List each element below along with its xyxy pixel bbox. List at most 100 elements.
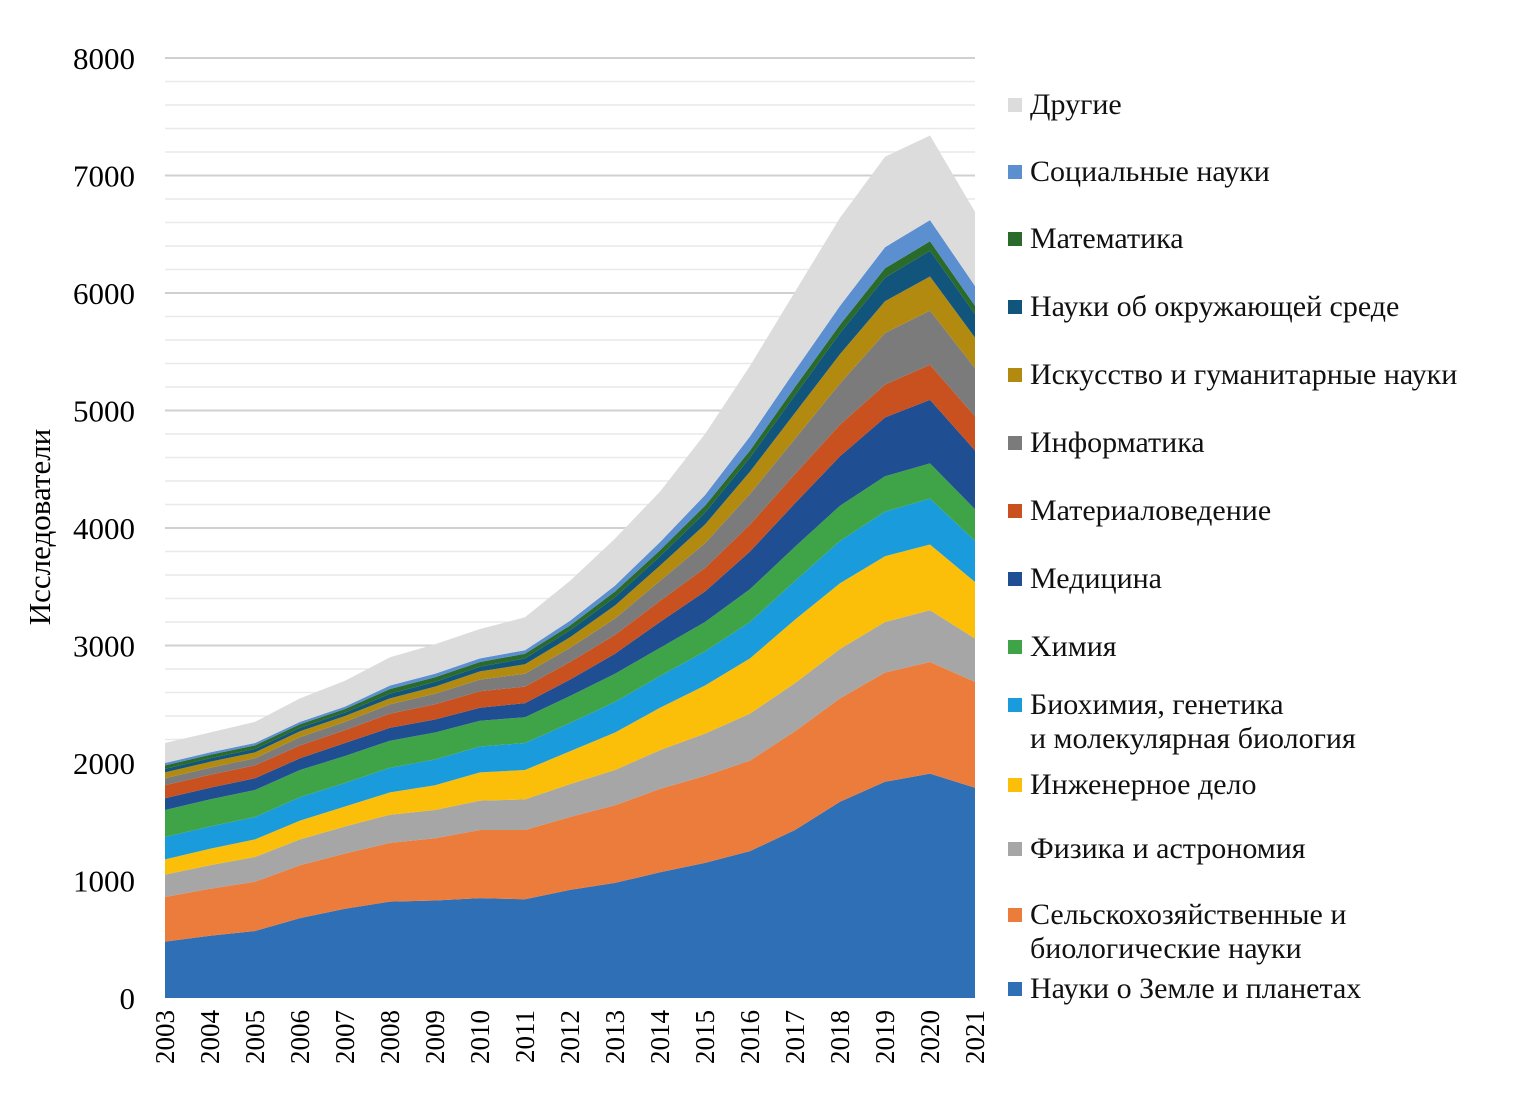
legend-label-line: Другие (1030, 88, 1122, 121)
x-tick-label: 2012 (555, 1010, 585, 1064)
legend-item: Физика и астрономия (1008, 832, 1306, 866)
x-axis-ticks: 2003 2004 2005 2006 2007 2008 2009 2010 2011 2012… (150, 1010, 990, 1065)
legend-label-line: Инженерное дело (1030, 768, 1257, 801)
legend-label: Химия (1030, 630, 1117, 664)
legend-label: Математика (1030, 222, 1184, 256)
x-tick-label: 2011 (510, 1010, 540, 1063)
area-series-8 (165, 364, 975, 799)
legend-label-line: и молекулярная биология (1030, 722, 1356, 755)
x-tick-label: 2016 (735, 1010, 765, 1064)
legend-label-line: Химия (1030, 630, 1117, 663)
area-series-4 (165, 544, 975, 875)
x-tick-label: 2014 (645, 1010, 675, 1065)
legend-swatch (1008, 165, 1022, 179)
legend-swatch (1008, 436, 1022, 450)
y-axis-label: Исследователи (22, 429, 57, 626)
x-tick-label: 2010 (465, 1010, 495, 1064)
legend-item: Медицина (1008, 562, 1162, 596)
x-tick-label: 2008 (375, 1010, 405, 1064)
legend-label-line: Физика и астрономия (1030, 832, 1306, 865)
legend-label-line: Социальные науки (1030, 155, 1270, 188)
legend-item: Материаловедение (1008, 494, 1271, 528)
x-tick-label: 2003 (150, 1010, 180, 1064)
legend-label-line: Искусство и гуманитарные науки (1030, 358, 1458, 391)
legend-label: Медицина (1030, 562, 1162, 596)
y-axis-ticks: 0 1000 2000 3000 4000 5000 6000 7000 8000 (73, 41, 135, 1016)
legend-label-line: Медицина (1030, 562, 1162, 595)
x-tick-label: 2021 (960, 1010, 990, 1064)
legend-label-line: Науки об окружающей среде (1030, 290, 1400, 323)
legend-item: Инженерное дело (1008, 768, 1257, 802)
area-series-group (165, 135, 975, 998)
x-tick-label: 2009 (420, 1010, 450, 1064)
y-tick-label: 2000 (73, 746, 135, 781)
legend-label: Физика и астрономия (1030, 832, 1306, 866)
x-tick-label: 2019 (870, 1010, 900, 1064)
legend-item: Биохимия, генетика и молекулярная биологи… (1008, 688, 1356, 756)
legend-swatch (1008, 698, 1022, 712)
x-tick-label: 2005 (240, 1010, 270, 1064)
legend-label-line: Материаловедение (1030, 494, 1272, 527)
legend-item: Информатика (1008, 426, 1205, 460)
area-series-1 (165, 773, 975, 998)
x-tick-label: 2020 (915, 1010, 945, 1064)
area-series-2 (165, 662, 975, 942)
legend-label-line: Сельскохозяйственные и (1030, 898, 1347, 931)
legend-label-line: биологические науки (1030, 932, 1302, 965)
legend-label: Другие (1030, 88, 1122, 122)
y-tick-label: 4000 (73, 511, 135, 546)
area-series-9 (165, 310, 975, 786)
legend-swatch (1008, 232, 1022, 246)
x-tick-label: 2018 (825, 1010, 855, 1064)
legend-swatch (1008, 640, 1022, 654)
legend-label-line: Науки о Земле и планетах (1030, 972, 1362, 1005)
x-tick-label: 2007 (330, 1010, 360, 1064)
y-tick-label: 8000 (73, 41, 135, 76)
area-series-7 (165, 399, 975, 810)
y-tick-label: 7000 (73, 159, 135, 194)
x-tick-label: 2015 (690, 1010, 720, 1064)
y-tick-label: 3000 (73, 629, 135, 664)
legend-swatch (1008, 908, 1022, 922)
legend-swatch (1008, 842, 1022, 856)
legend-item: Искусство и гуманитарные науки (1008, 358, 1457, 392)
legend-label: Социальные науки (1030, 155, 1270, 189)
area-series-14 (165, 135, 975, 763)
legend-swatch (1008, 778, 1022, 792)
y-tick-label: 6000 (73, 276, 135, 311)
legend-label: Науки о Земле и планетах (1030, 972, 1361, 1006)
legend-item: Сельскохозяйственные и биологические наук… (1008, 898, 1346, 966)
legend-item: Науки об окружающей среде (1008, 290, 1399, 324)
area-series-10 (165, 276, 975, 779)
legend-item: Науки о Земле и планетах (1008, 972, 1361, 1006)
legend-label: Искусство и гуманитарные науки (1030, 358, 1457, 392)
y-tick-label: 0 (120, 981, 136, 1016)
legend-label-line: Математика (1030, 222, 1184, 255)
legend-label: Материаловедение (1030, 494, 1271, 528)
legend-item: Социальные науки (1008, 155, 1270, 189)
legend-label-line: Биохимия, генетика (1030, 688, 1284, 721)
legend-label: Науки об окружающей среде (1030, 290, 1399, 324)
legend-swatch (1008, 982, 1022, 996)
y-tick-label: 1000 (73, 864, 135, 899)
legend-swatch (1008, 504, 1022, 518)
legend-swatch (1008, 98, 1022, 112)
legend-item: Другие (1008, 88, 1122, 122)
legend-item: Химия (1008, 630, 1117, 664)
x-tick-label: 2017 (780, 1010, 810, 1064)
legend-label: Инженерное дело (1030, 768, 1257, 802)
legend-label-line: Информатика (1030, 426, 1205, 459)
x-tick-label: 2004 (195, 1010, 225, 1065)
legend-label: Информатика (1030, 426, 1205, 460)
legend-label: Сельскохозяйственные и биологические наук… (1030, 898, 1346, 966)
legend-swatch (1008, 572, 1022, 586)
y-tick-label: 5000 (73, 394, 135, 429)
legend-label: Биохимия, генетика и молекулярная биологи… (1030, 688, 1356, 756)
area-series-5 (165, 498, 975, 860)
area-series-3 (165, 610, 975, 897)
legend-swatch (1008, 368, 1022, 382)
x-tick-label: 2013 (600, 1010, 630, 1064)
legend-swatch (1008, 300, 1022, 314)
area-series-6 (165, 463, 975, 837)
